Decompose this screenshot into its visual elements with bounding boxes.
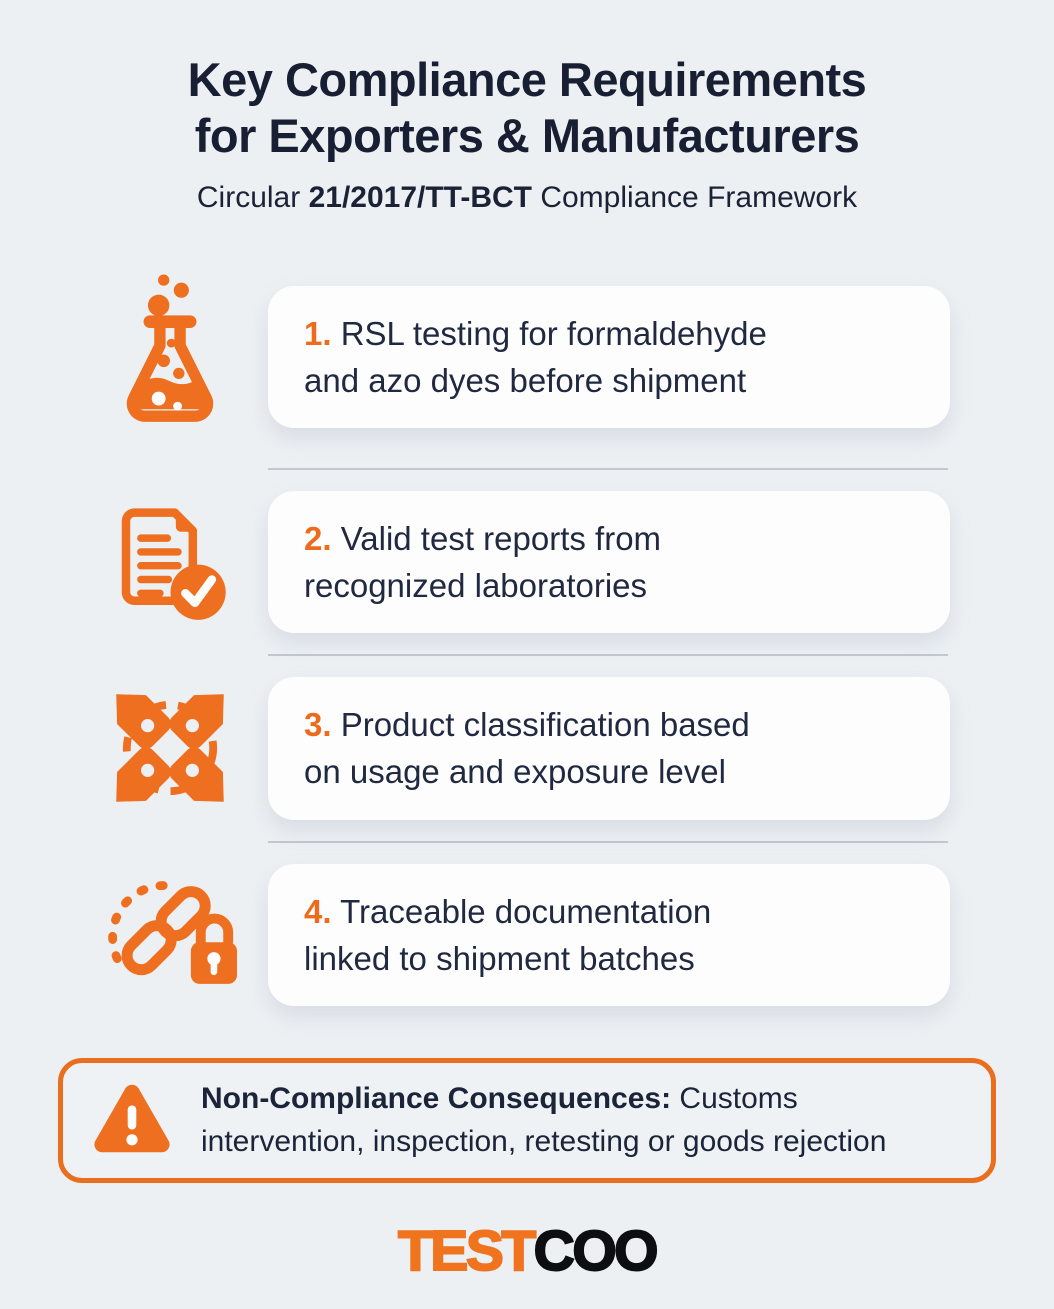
logo-part-coo: COO (533, 1218, 660, 1283)
warning-triangle-icon-svg (94, 1085, 170, 1153)
requirement-card-4: 4. Traceable documentation linked to ship… (268, 863, 950, 1006)
divider (268, 654, 948, 657)
chain-lock-icon-svg (108, 881, 237, 985)
item-number: 3. (304, 706, 332, 744)
flask-icon (94, 267, 246, 447)
item-number: 4. (304, 892, 332, 930)
chain-lock-icon (94, 873, 246, 996)
requirement-text-4: 4. Traceable documentation linked to ship… (304, 892, 712, 977)
requirement-item-3: 3. Product classification based on usage … (0, 677, 1054, 820)
document-check-icon-svg (121, 508, 226, 620)
item-number: 1. (304, 314, 332, 352)
logo-part-test: TEST (397, 1218, 537, 1283)
requirement-text-3: 3. Product classification based on usage … (304, 706, 750, 791)
title-line-1: Key Compliance Requirements (187, 53, 867, 106)
requirement-text-1: 1. RSL testing for formaldehyde and azo d… (304, 314, 767, 399)
item-number: 2. (304, 519, 332, 557)
non-compliance-warning-banner: Non-Compliance Consequences: Customs inte… (58, 1057, 996, 1183)
requirement-item-4: 4. Traceable documentation linked to ship… (0, 863, 1054, 1006)
warning-text: Non-Compliance Consequences: Customs inte… (201, 1081, 887, 1159)
warning-label: Non-Compliance Consequences: (201, 1081, 672, 1115)
warning-triangle-icon (89, 1080, 175, 1160)
requirement-item-1: 1. RSL testing for formaldehyde and azo d… (0, 267, 1054, 447)
requirement-card-3: 3. Product classification based on usage … (268, 677, 950, 820)
testcoo-logo: TESTCOO (0, 1221, 1054, 1280)
page-subtitle: Circular 21/2017/TT-BCT Compliance Frame… (196, 180, 858, 214)
flask-icon-svg (126, 274, 214, 422)
tags-icon-svg (116, 694, 224, 803)
requirement-item-2: 2. Valid test reports from recognized lab… (0, 490, 1054, 634)
divider (268, 467, 948, 470)
document-check-icon (94, 502, 246, 622)
circular-number: 21/2017/TT-BCT (308, 180, 532, 214)
requirement-card-1: 1. RSL testing for formaldehyde and azo d… (268, 285, 950, 428)
title-line-2: for Exporters & Manufacturers (194, 109, 860, 163)
tags-icon (94, 682, 246, 814)
requirement-card-2: 2. Valid test reports from recognized lab… (268, 490, 950, 634)
requirement-text-2: 2. Valid test reports from recognized lab… (304, 519, 662, 604)
divider (268, 840, 948, 843)
requirements-list: 1. RSL testing for formaldehyde and azo d… (0, 267, 1054, 1006)
page-title: Key Compliance Requirements for Exporter… (0, 0, 1054, 165)
